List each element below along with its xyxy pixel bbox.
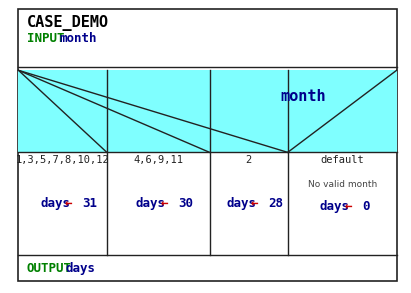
Text: 1,3,5,7,8,10,12: 1,3,5,7,8,10,12 — [16, 155, 110, 165]
Text: days: days — [226, 197, 256, 210]
Text: 28: 28 — [268, 197, 283, 210]
Text: 4,6,9,11: 4,6,9,11 — [133, 155, 183, 165]
Text: ←: ← — [344, 200, 352, 213]
Text: month: month — [60, 32, 97, 45]
Bar — [18, 70, 397, 152]
Text: 2: 2 — [245, 155, 252, 165]
Text: days: days — [40, 197, 70, 210]
Text: days: days — [66, 262, 96, 275]
Text: ←: ← — [65, 197, 72, 210]
Text: CASE_DEMO: CASE_DEMO — [27, 15, 109, 31]
Text: OUTPUT: OUTPUT — [27, 262, 72, 275]
Text: No valid month: No valid month — [307, 180, 377, 189]
Text: days: days — [136, 197, 166, 210]
Text: INPUT: INPUT — [27, 32, 64, 45]
Text: month: month — [280, 89, 326, 104]
Text: 0: 0 — [362, 200, 369, 213]
Text: 30: 30 — [178, 197, 193, 210]
Text: ←: ← — [251, 197, 258, 210]
Text: 31: 31 — [82, 197, 97, 210]
Text: default: default — [320, 155, 364, 165]
Text: days: days — [319, 200, 349, 213]
Text: ←: ← — [160, 197, 168, 210]
